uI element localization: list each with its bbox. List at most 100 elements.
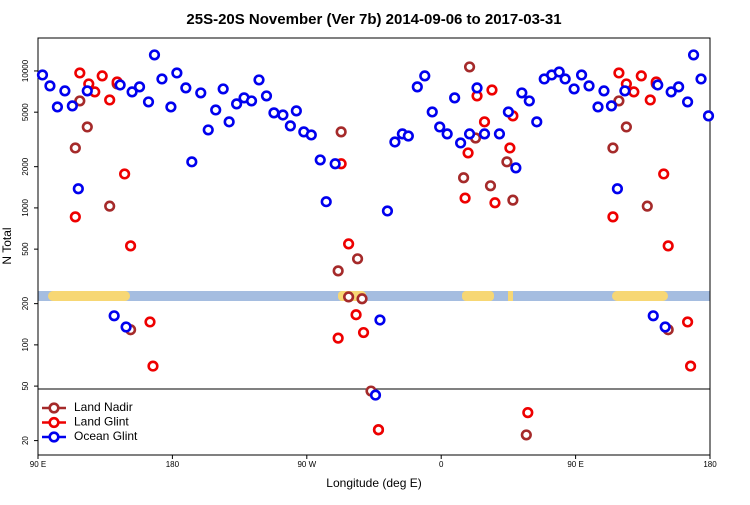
point (329, 158, 341, 170)
point (471, 82, 483, 94)
point (605, 100, 618, 112)
point (449, 92, 461, 104)
point (504, 142, 516, 154)
legend-label: Land Nadir (74, 400, 133, 414)
point (120, 321, 132, 333)
point (635, 70, 647, 82)
point (357, 326, 370, 339)
point (186, 156, 198, 168)
point (124, 240, 137, 252)
point (180, 82, 192, 94)
point (478, 116, 491, 128)
point (695, 73, 707, 85)
point (665, 86, 677, 98)
point (351, 253, 364, 265)
point (260, 90, 273, 102)
point (332, 265, 344, 277)
point (559, 73, 571, 85)
point (253, 74, 265, 86)
point (268, 107, 280, 119)
point (343, 238, 355, 250)
x-tick-label: 180 (166, 460, 180, 469)
point (114, 79, 126, 91)
point (36, 69, 49, 81)
point (441, 128, 453, 140)
point (210, 104, 222, 116)
point (673, 81, 685, 93)
point (463, 61, 476, 73)
point (389, 136, 401, 148)
point (641, 200, 653, 212)
point (702, 110, 715, 122)
legend-label: Ocean Glint (74, 429, 138, 443)
point (455, 137, 467, 149)
point (434, 121, 446, 133)
point (613, 95, 625, 107)
plot-frame (37, 37, 711, 456)
point (531, 116, 543, 128)
legend-marker (48, 402, 60, 414)
point (402, 130, 414, 142)
point (305, 129, 317, 141)
point (74, 67, 86, 79)
point (507, 194, 519, 206)
point (426, 106, 438, 118)
y-tick-label: 50 (21, 381, 30, 390)
point (290, 105, 302, 117)
point (462, 147, 474, 159)
x-tick-label: 0 (439, 460, 444, 469)
point (335, 126, 347, 138)
legend-label: Land Glint (74, 415, 129, 429)
point (459, 192, 471, 204)
point (372, 424, 385, 436)
point (493, 128, 506, 140)
point (647, 310, 659, 322)
chart-title: 25S-20S November (Ver 7b) 2014-09-06 to … (186, 11, 561, 28)
point (419, 70, 431, 82)
point (104, 94, 116, 106)
point (350, 309, 362, 321)
point (628, 86, 640, 98)
point (96, 70, 108, 82)
point (659, 321, 671, 333)
point (72, 183, 84, 195)
point (502, 106, 515, 118)
point (489, 197, 501, 209)
point (583, 80, 595, 92)
point (245, 95, 258, 107)
point (369, 389, 382, 401)
map-strip (38, 291, 710, 301)
point (81, 85, 93, 97)
y-axis-label: N Total (0, 227, 14, 264)
y-tick-label: 100 (21, 338, 30, 352)
x-axis-label: Longitude (deg E) (326, 476, 421, 490)
point (69, 142, 81, 154)
point (484, 180, 497, 192)
point (613, 67, 625, 79)
y-tick-label: 500 (21, 242, 30, 256)
point (592, 101, 604, 113)
point (523, 95, 535, 107)
point (133, 81, 146, 93)
x-tick-label: 180 (703, 460, 717, 469)
point (687, 49, 700, 61)
point (74, 95, 86, 107)
legend-marker (48, 416, 60, 429)
point (478, 128, 491, 140)
point (516, 87, 528, 99)
y-tick-label: 20 (21, 436, 30, 445)
point (104, 200, 116, 212)
point (598, 85, 610, 97)
point (332, 332, 344, 344)
point (314, 154, 326, 166)
point (501, 156, 513, 168)
point (119, 168, 131, 180)
y-tick-label: 200 (21, 296, 30, 310)
point (320, 196, 332, 208)
point (522, 407, 534, 419)
point (411, 81, 423, 93)
y-tick-label: 5000 (21, 103, 30, 121)
point (69, 211, 81, 223)
point (611, 183, 624, 195)
